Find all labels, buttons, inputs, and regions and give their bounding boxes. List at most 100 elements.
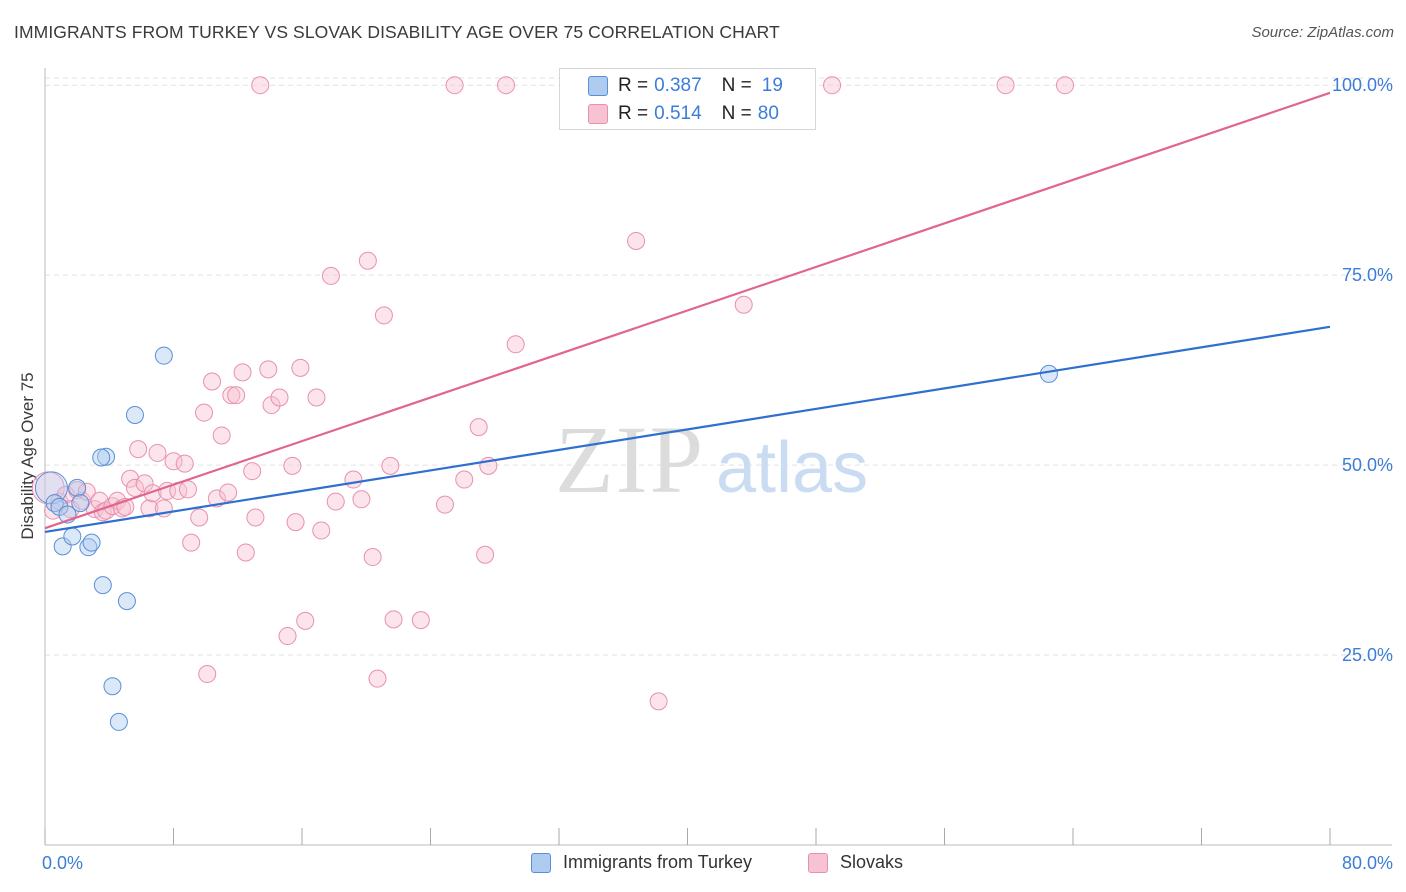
slovaks-swatch: [588, 104, 608, 124]
slovaks-point: [125, 478, 144, 497]
slovaks-point: [496, 76, 515, 95]
slovaks-point: [148, 443, 167, 462]
slovaks-point: [445, 76, 464, 95]
slovaks-point: [219, 483, 238, 502]
turkey-point: [103, 677, 122, 696]
slovaks-point: [384, 610, 403, 629]
turkey-point: [82, 533, 101, 552]
slovaks-point: [381, 456, 400, 475]
slovaks-point: [506, 335, 525, 354]
turkey-point: [109, 712, 128, 731]
turkey-point: [93, 576, 112, 595]
x-axis-min-label: 0.0%: [42, 853, 84, 873]
turkey-point: [68, 478, 87, 497]
slovaks-point: [278, 627, 297, 646]
slovaks-point: [286, 513, 305, 532]
slovaks-point: [246, 508, 265, 527]
turkey-point: [117, 592, 136, 611]
series-turkey-points: [34, 346, 1058, 731]
slovaks-point: [164, 452, 183, 471]
legend-label-turkey: Immigrants from Turkey: [563, 852, 753, 872]
slovaks-point: [233, 363, 252, 382]
turkey-point: [63, 527, 82, 546]
x-axis-max-label: 80.0%: [1341, 853, 1393, 873]
r-label: R =: [618, 103, 649, 124]
slovaks-point: [823, 76, 842, 95]
slovaks-point: [476, 545, 495, 564]
y-tick-label: 100.0%: [1332, 75, 1393, 95]
y-tick-labels: 25.0% 50.0% 75.0% 100.0%: [1332, 75, 1393, 665]
legend-label-slovaks: Slovaks: [840, 852, 904, 872]
turkey-point: [71, 494, 90, 513]
slovaks-point: [195, 403, 214, 422]
slovaks-point: [358, 251, 377, 270]
slovaks-point: [212, 426, 231, 445]
n-label: N =: [721, 103, 752, 124]
slovaks-point: [307, 388, 326, 407]
watermark: ZIP atlas: [555, 406, 868, 513]
legend-item-slovaks: Slovaks: [808, 852, 903, 873]
r-value: 0.514: [654, 103, 702, 124]
source-label: Source: ZipAtlas.com: [1251, 24, 1394, 41]
slovaks-point: [435, 495, 454, 514]
slovaks-point: [143, 484, 162, 503]
stats-row-turkey: R = 0.387 N = 19: [560, 74, 783, 98]
series-legend: Immigrants from Turkey Slovaks: [0, 852, 1406, 878]
slovaks-point: [734, 295, 753, 314]
trend-lines: [44, 91, 1331, 534]
slovaks-point: [627, 231, 646, 250]
n-label: N =: [721, 75, 752, 96]
slovaks-point: [236, 543, 255, 562]
slovaks-point: [344, 470, 363, 489]
slovaks-point: [222, 386, 241, 405]
turkey-point: [125, 405, 144, 424]
legend-swatch-slovaks: [808, 852, 828, 873]
slovaks-point: [227, 386, 246, 405]
slovaks-point: [296, 611, 315, 630]
turkey-swatch: [588, 76, 608, 96]
slovaks-trend-line: [44, 91, 1331, 530]
n-value: 19: [761, 75, 783, 96]
stats-row-slovaks: R = 0.514 N = 80: [560, 102, 779, 126]
slovaks-point: [140, 499, 159, 518]
slovaks-point: [243, 462, 262, 481]
y-tick-label: 50.0%: [1342, 455, 1393, 475]
turkey-point: [97, 447, 116, 466]
slovaks-point: [352, 490, 371, 509]
turkey-point: [92, 448, 111, 467]
slovaks-point: [203, 372, 222, 391]
y-tick-label: 25.0%: [1342, 645, 1393, 665]
y-tick-label: 75.0%: [1342, 265, 1393, 285]
stats-legend: R = 0.387 N = 19 R = 0.514 N = 80: [559, 68, 816, 130]
watermark-zip: ZIP: [555, 406, 705, 513]
series-slovaks-points: [31, 76, 1074, 711]
turkey-trend-line: [44, 325, 1331, 534]
chart-title: IMMIGRANTS FROM TURKEY VS SLOVAK DISABIL…: [14, 22, 780, 42]
slovaks-point: [321, 266, 340, 285]
slovaks-point: [469, 418, 488, 437]
slovaks-point: [283, 456, 302, 475]
watermark-atlas: atlas: [716, 428, 868, 508]
slovaks-point: [368, 669, 387, 688]
r-value: 0.387: [654, 75, 702, 96]
turkey-point: [154, 346, 173, 365]
slovaks-point: [175, 454, 194, 473]
slovaks-point: [312, 521, 331, 540]
slovaks-point: [178, 480, 197, 499]
slovaks-point: [270, 388, 289, 407]
slovaks-point: [291, 358, 310, 377]
slovaks-point: [259, 360, 278, 379]
slovaks-point: [649, 692, 668, 711]
legend-item-turkey: Immigrants from Turkey: [531, 852, 752, 873]
slovaks-point: [374, 306, 393, 325]
n-value: 80: [757, 103, 779, 124]
slovaks-point: [198, 665, 217, 684]
slovaks-point: [121, 469, 140, 488]
turkey-point: [1039, 364, 1058, 383]
slovaks-point: [251, 76, 270, 95]
slovaks-point: [363, 548, 382, 567]
slovaks-point: [182, 533, 201, 552]
r-label: R =: [618, 75, 649, 96]
slovaks-point: [1055, 76, 1074, 95]
slovaks-point: [326, 492, 345, 511]
